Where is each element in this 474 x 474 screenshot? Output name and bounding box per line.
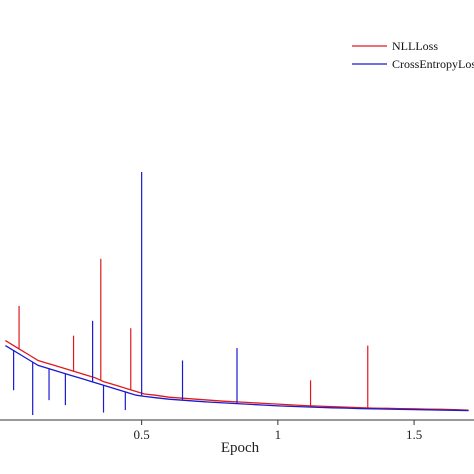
legend: NLLLoss CrossEntropyLoss [352,39,474,71]
x-tick-label: 1.5 [406,427,422,442]
series-nllloss [5,258,469,411]
legend-label-nllloss: NLLLoss [392,39,438,53]
series-layer [5,172,469,416]
x-tick-label: 1 [275,427,282,442]
x-axis-label: Epoch [221,440,260,456]
series-crossentropyloss [5,172,469,416]
x-ticks: 0.5 1 1.5 [134,420,422,442]
x-tick-label: 0.5 [134,427,150,442]
series-line-crossentropyloss [5,345,469,412]
legend-label-crossentropyloss: CrossEntropyLoss [392,57,474,71]
series-line-nllloss [5,340,469,411]
